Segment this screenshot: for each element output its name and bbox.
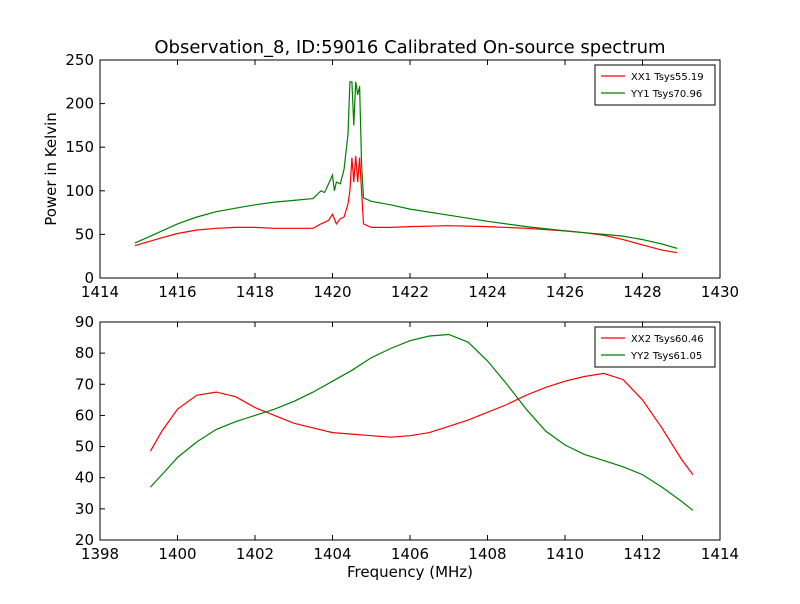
y-tick-label: 50 <box>75 225 94 243</box>
x-tick-label: 1406 <box>391 545 429 563</box>
y-tick-label: 30 <box>75 500 94 518</box>
top-axes: 1414 1416 1418 1420 1422 1424 1426 1428 1430 0 50 1… <box>42 51 739 301</box>
y-axis-label: Power in Kelvin <box>42 112 60 226</box>
y-tick-label: 250 <box>65 51 94 69</box>
series-line-yy <box>149 333 694 511</box>
x-axis-label: Frequency (MHz) <box>347 563 473 581</box>
x-tick-label: 1398 <box>81 545 119 563</box>
legend-box <box>594 64 716 106</box>
x-tick-label: 1402 <box>236 545 274 563</box>
x-tick-label: 1424 <box>468 283 506 301</box>
x-tick-label: 1412 <box>623 545 661 563</box>
y-tick-label: 90 <box>75 313 94 331</box>
x-tick-label: 1420 <box>313 283 351 301</box>
legend-label: XX2 Tsys60.46 <box>631 334 704 345</box>
y-tick-label: 20 <box>75 531 94 549</box>
x-tick-label: 1410 <box>546 545 584 563</box>
series-line-yy <box>134 81 678 249</box>
y-tick-label: 0 <box>84 269 94 287</box>
x-tick-label: 1408 <box>468 545 506 563</box>
x-tick-label: 1404 <box>313 545 351 563</box>
series-line-xx <box>149 372 694 475</box>
y-tick-label: 70 <box>75 375 94 393</box>
legend-label: YY2 Tsys61.05 <box>630 351 702 362</box>
x-tick-label: 1414 <box>81 283 119 301</box>
bottom-axes: 1398 1400 1402 1404 1406 1408 1410 1412 1414 20 30… <box>75 313 739 581</box>
x-tick-label: 1426 <box>546 283 584 301</box>
y-tick-label: 60 <box>75 406 94 424</box>
x-tick-label: 1422 <box>391 283 429 301</box>
y-tick-label: 50 <box>75 438 94 456</box>
x-tick-label: 1414 <box>701 545 739 563</box>
legend-box <box>594 326 716 368</box>
x-tick-label: 1418 <box>236 283 274 301</box>
legend-label: YY1 Tsys70.96 <box>630 89 702 100</box>
y-tick-label: 150 <box>65 138 94 156</box>
y-tick-label: 80 <box>75 344 94 362</box>
legend-label: XX1 Tsys55.19 <box>631 72 704 83</box>
x-tick-label: 1416 <box>158 283 196 301</box>
y-tick-label: 40 <box>75 469 94 487</box>
x-tick-label: 1428 <box>623 283 661 301</box>
x-tick-label: 1430 <box>701 283 739 301</box>
x-tick-label: 1400 <box>158 545 196 563</box>
y-tick-label: 200 <box>65 95 94 113</box>
y-tick-label: 100 <box>65 182 94 200</box>
figure-title: Observation_8, ID:59016 Calibrated On-so… <box>154 37 665 58</box>
